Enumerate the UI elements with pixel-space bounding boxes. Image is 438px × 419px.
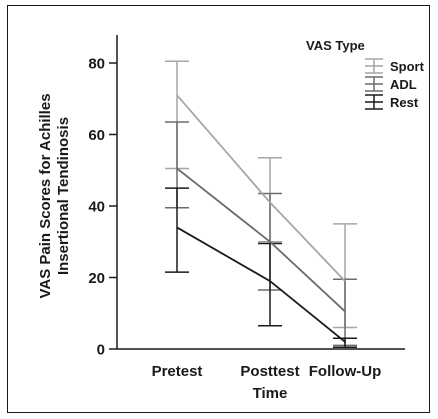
y-tick-label: 80 <box>88 56 105 73</box>
x-tick-label: Pretest <box>152 363 203 380</box>
y-tick-label: 40 <box>88 199 105 216</box>
y-tick-label: 20 <box>88 270 105 287</box>
series-rest-errorbars <box>165 187 357 348</box>
x-tick-label: Posttest <box>240 363 299 380</box>
x-tick-label: Follow-Up <box>309 363 381 380</box>
y-axis-title-line: Insertional Tendinosis <box>55 117 72 275</box>
x-axis-title: Time <box>253 385 288 402</box>
legend-label: Sport <box>390 59 425 74</box>
y-axis-title: VAS Pain Scores for Achilles Insertional … <box>37 93 72 298</box>
y-tick-label: 0 <box>97 342 105 359</box>
series-rest-line <box>176 226 346 343</box>
figure-frame <box>7 5 430 413</box>
series-sport-line <box>176 94 346 282</box>
legend-label: ADL <box>390 77 417 92</box>
series-sport-errorbars <box>165 60 357 329</box>
series-adl-line <box>176 167 346 313</box>
y-tick-label: 60 <box>88 127 105 144</box>
legend-label: Rest <box>390 95 419 110</box>
y-axis-title-line: VAS Pain Scores for Achilles <box>37 93 54 298</box>
legend-title: VAS Type <box>306 38 365 53</box>
